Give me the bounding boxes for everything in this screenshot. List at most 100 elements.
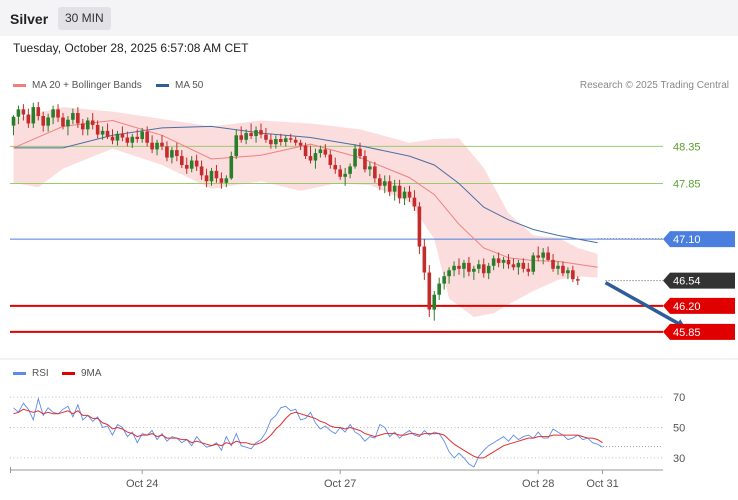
rsi-ma-legend-label: 9MA (81, 368, 102, 379)
candle-body (61, 117, 65, 127)
price-label-48.35: 48.35 (673, 141, 701, 153)
bollinger-band-area (13, 107, 598, 317)
candle-body (140, 131, 144, 140)
candle-body (412, 197, 417, 207)
candle-body (368, 166, 372, 170)
ma20-line (13, 119, 598, 268)
candle-body (170, 150, 174, 158)
price-label-box-47.10 (663, 231, 735, 248)
candle-body (333, 164, 338, 170)
candle-body (298, 142, 303, 146)
candle-body (511, 264, 516, 268)
candle-body (556, 265, 560, 269)
candle-body (46, 117, 50, 126)
candle-body (358, 148, 362, 157)
instrument-title: Silver (10, 11, 49, 27)
candle-body (546, 252, 550, 260)
candle-body (234, 135, 239, 157)
candle-body (21, 109, 26, 115)
candle-body (437, 283, 441, 295)
candle-body (516, 262, 521, 268)
candle-body (432, 294, 437, 310)
candle-body (36, 107, 41, 117)
candle-body (105, 130, 110, 137)
candle-body (165, 146, 169, 158)
candle-body (239, 135, 243, 140)
candle-body (323, 149, 328, 155)
ma20-legend-label: MA 20 + Bollinger Bands (32, 80, 142, 91)
candle-body (486, 265, 491, 274)
candle-body (254, 130, 258, 137)
candle-body (51, 109, 55, 118)
candle-body (481, 264, 486, 274)
candle-body (353, 148, 357, 167)
x-tick-label: Oct 27 (324, 478, 356, 490)
rsi-legend-label: RSI (32, 368, 49, 379)
candle-body (26, 114, 31, 124)
price-legend-ma20: MA 20 + Bollinger Bands (13, 80, 142, 91)
candle-body (194, 160, 199, 167)
candle-body (279, 139, 283, 142)
candle-body (81, 123, 85, 130)
candle-body (85, 120, 90, 130)
candle-body (249, 133, 253, 137)
candle-body (561, 265, 565, 274)
candle-body (373, 166, 377, 179)
rsi-tick-label: 70 (673, 392, 685, 404)
candle-body (214, 170, 219, 179)
candle-body (274, 139, 278, 145)
candle-body (244, 133, 248, 140)
price-label-46.20: 46.20 (673, 301, 701, 313)
candle-body (551, 259, 555, 269)
candle-body (135, 136, 140, 140)
research-credit: Research © 2025 Trading Central (579, 80, 729, 91)
candle-body (76, 113, 80, 124)
rsi-swatch (13, 372, 26, 375)
price-label-45.85: 45.85 (673, 327, 701, 339)
candle-body (378, 178, 382, 186)
candle-body (402, 191, 407, 199)
candle-body (467, 262, 471, 272)
candle-body (283, 138, 288, 142)
candle-body (160, 142, 164, 147)
candle-body (145, 131, 149, 143)
price-label-box-46.54 (663, 272, 735, 289)
candle-body (229, 156, 234, 179)
candle-body (387, 181, 392, 192)
candle-body (407, 191, 412, 198)
candle-body (125, 137, 130, 143)
candle-body (521, 262, 526, 269)
datetime-stamp: Tuesday, October 28, 2025 6:57:08 AM CET (13, 41, 249, 55)
candle-body (204, 175, 209, 182)
candle-body (184, 164, 189, 169)
timeframe-button[interactable]: 30 MIN (58, 7, 111, 30)
candle-body (130, 136, 135, 143)
candle-body (155, 142, 159, 150)
x-tick-label: Oct 24 (126, 478, 158, 490)
ma50-legend-label: MA 50 (175, 80, 204, 91)
candle-body (531, 255, 536, 272)
price-label-box-45.85 (663, 323, 735, 340)
candle-body (71, 113, 75, 120)
candlestick-series (11, 101, 580, 321)
candle-body (264, 134, 268, 140)
candle-body (175, 150, 179, 157)
ma50-swatch (156, 84, 169, 87)
candle-body (536, 255, 540, 258)
x-tick-label: Oct 31 (586, 478, 618, 490)
candle-body (382, 181, 387, 186)
rsi-ma-legend: 9MA (62, 368, 102, 379)
projection-arrow-shaft (604, 281, 682, 327)
candle-body (496, 258, 501, 263)
rsi-legend: RSI (13, 368, 49, 379)
candle-body (110, 136, 115, 141)
candle-body (526, 268, 531, 272)
candle-body (189, 160, 194, 169)
x-tick-label: Oct 28 (522, 478, 554, 490)
candle-body (452, 265, 456, 271)
candle-body (566, 270, 570, 274)
candle-body (95, 124, 100, 135)
candle-body (199, 166, 204, 176)
candle-body (397, 185, 402, 199)
